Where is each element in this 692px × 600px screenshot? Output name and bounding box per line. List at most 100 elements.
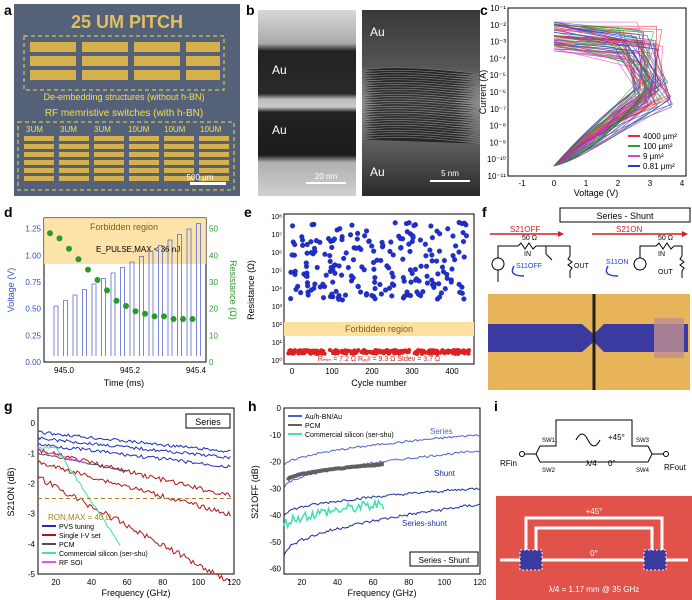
e-off-point (460, 239, 467, 245)
c-iv-curve (553, 35, 659, 167)
tem-scale-right: 5 nm (441, 169, 459, 178)
tem-au-label: Au (272, 63, 287, 77)
e-on-point (392, 348, 397, 353)
e-off-point (304, 250, 310, 256)
h-label-series: Series (430, 427, 453, 436)
g-legend-entry: Commercial silicon (ser-shu) (59, 551, 148, 558)
e-off-point (372, 275, 378, 281)
e-on-point (288, 348, 293, 353)
switch-pad (164, 160, 194, 165)
e-off-point (382, 287, 389, 293)
c-ytick: 10⁻¹⁰ (487, 155, 506, 164)
h-xtick: 100 (438, 578, 452, 587)
g-annotation: RON,MAX = 40 Ω (48, 513, 112, 522)
e-off-point (434, 228, 440, 234)
e-off-point (423, 263, 430, 269)
e-on-point (286, 351, 291, 356)
c-xtick: 3 (648, 179, 653, 188)
g-s21-trace (37, 475, 231, 583)
e-on-point (367, 350, 372, 355)
g-s21-trace (37, 442, 231, 469)
e-off-point (415, 291, 421, 297)
e-off-point (438, 290, 444, 296)
d-ytick-left: 0.00 (25, 358, 41, 367)
h-ytick: -20 (269, 458, 281, 467)
e-on-point (296, 350, 301, 355)
h-legend-entry: PCM (305, 423, 321, 430)
panel-e-endurance-chart: Forbidden region Rₘᵢₙ = 7.2 Ω Rₐᵥᵍ = 9.3… (246, 213, 475, 388)
e-off-point (361, 267, 367, 273)
e-ytick: 10⁵ (271, 268, 282, 275)
c-legend-entry: 4000 μm² (643, 132, 677, 141)
d-pulse (91, 283, 97, 356)
f-title: Series - Shunt (596, 211, 654, 221)
e-off-point (292, 242, 298, 248)
e-off-point (379, 239, 385, 245)
e-on-point (301, 349, 306, 354)
f-in: IN (658, 251, 665, 258)
d-ytick-right: 40 (209, 251, 218, 260)
h-ytick: -60 (269, 565, 281, 574)
e-off-point (450, 253, 456, 259)
e-on-point (444, 349, 449, 354)
e-off-point (429, 252, 435, 258)
d-pulse (196, 223, 201, 356)
e-off-point (358, 246, 364, 252)
e-off-point (339, 272, 345, 278)
e-off-point (311, 285, 317, 291)
h-ytick: -30 (269, 484, 281, 493)
e-xtick: 300 (405, 367, 419, 376)
e-off-point (406, 241, 412, 247)
switch-pad (164, 152, 194, 157)
e-off-point (411, 223, 417, 229)
c-iv-curve (553, 44, 635, 167)
panel-g-s21on-chart: Series RON,MAX = 40 Ω PVS tuning Single I… (6, 407, 241, 598)
c-ytick: 10⁻³ (490, 38, 506, 47)
h-xtick: 40 (333, 578, 342, 587)
i-sw3: SW3 (636, 438, 650, 444)
panel-f-circuit: Series - Shunt S21OFF S21ON 50 Ω IN OUT … (488, 207, 691, 390)
e-off-point (428, 223, 434, 229)
e-off-point (288, 269, 294, 275)
d-pulse (101, 278, 106, 356)
i-sw4: SW4 (636, 468, 650, 474)
e-on-point (291, 350, 296, 355)
e-off-point (354, 236, 360, 242)
e-off-point (413, 276, 420, 282)
e-off-point (436, 281, 442, 287)
g-ytick: -5 (28, 570, 36, 579)
d-pulse (82, 289, 87, 356)
c-xlabel: Voltage (V) (574, 188, 619, 198)
h-s21-trace (283, 498, 385, 530)
e-off-point (463, 222, 469, 228)
f-out: OUT (658, 269, 674, 276)
e-off-point (392, 220, 398, 226)
e-off-point (303, 273, 309, 279)
d-ytick-left: 0.25 (25, 331, 41, 340)
e-off-point (429, 235, 435, 241)
e-off-point (349, 222, 355, 228)
d-resistance-point (189, 316, 196, 322)
d-resistance-point (123, 303, 129, 309)
e-off-point (456, 249, 462, 255)
switch-pad (59, 168, 89, 173)
h-xtick: 20 (297, 578, 306, 587)
g-xtick: 60 (123, 578, 132, 587)
e-off-point (400, 256, 406, 262)
switch-pad (24, 152, 54, 157)
e-on-point (397, 351, 402, 356)
switch-pad (164, 176, 194, 181)
switch-pad (129, 144, 159, 149)
c-ytick: 10⁻² (490, 21, 506, 30)
e-off-point (398, 245, 404, 251)
e-off-point (330, 279, 336, 285)
switch-pad (199, 144, 229, 149)
e-on-point (429, 349, 434, 354)
e-xtick: 200 (365, 367, 379, 376)
e-off-point (329, 244, 335, 250)
e-off-point (461, 296, 467, 302)
e-ytick: 10³ (272, 304, 283, 311)
d-pulse (110, 272, 116, 356)
e-ytick: 10¹ (272, 340, 283, 347)
g-s21-trace (38, 446, 121, 546)
